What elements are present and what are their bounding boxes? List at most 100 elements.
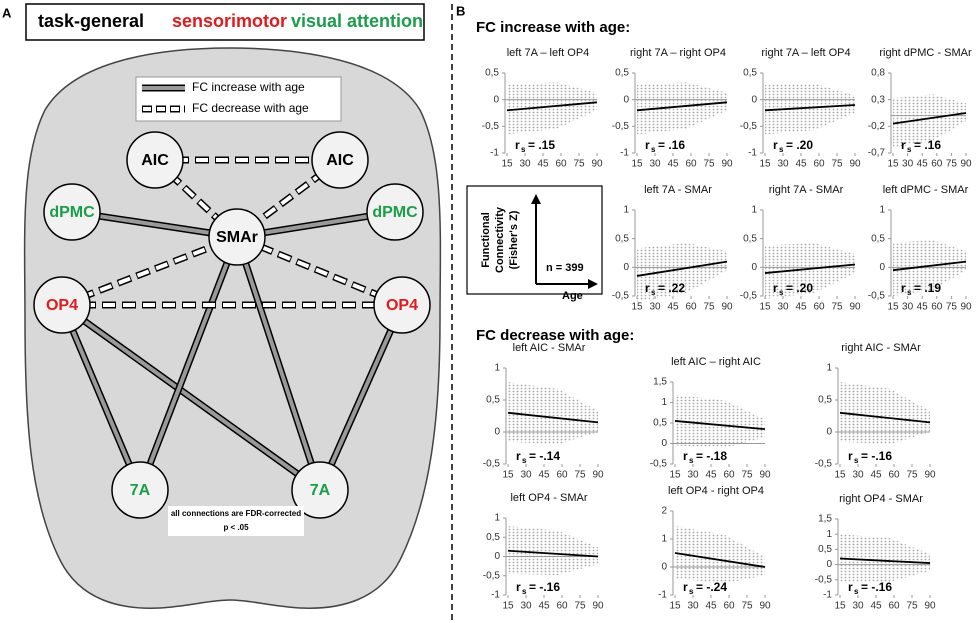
fit-line [892,112,967,125]
y-tick-label: 0 [751,94,757,105]
x-tick-label: 60 [723,470,735,481]
x-tick-label: 15 [501,159,513,170]
y-tick-label: 0,5 [743,233,757,244]
r-symbol: r [683,580,688,594]
y-tick-label: -0,5 [483,570,501,581]
y-tick-label: 1 [661,534,667,545]
r-value: = .19 [914,281,941,295]
r-subscript: s [651,145,656,154]
r-value: = .16 [658,138,685,152]
r-value: = -.16 [861,449,892,463]
x-tick-label: 15 [669,601,681,612]
edge-increase [60,303,322,492]
header-box [25,3,425,41]
y-tick-label: 0 [661,438,667,449]
x-tick-label: 75 [741,470,753,481]
r-symbol: r [901,281,906,295]
scatter-plot: right 7A – left OP4 0,5 0 -0,5 -115 30 45 60 75 9… [740,47,861,170]
plot-title: left AIC - SMAr [513,342,586,354]
node-label: AIC [326,152,354,169]
x-tick-label: 30 [519,159,531,170]
r-symbol: r [645,138,650,152]
node [126,131,184,189]
y-tick-label: 0,5 [615,233,629,244]
x-tick-label: 75 [946,159,958,170]
inset-y-label: (Fisher's Z) [508,210,520,269]
x-tick-label: 90 [591,159,603,170]
x-tick-label: 90 [960,159,972,170]
scatter-cloud [765,242,855,299]
x-tick-label: 75 [831,159,843,170]
y-tick-label: 0,5 [818,544,832,555]
x-tick-label: 60 [723,601,735,612]
header-sensorimotor: sensorimotor [172,11,287,31]
scatter-plot: left AIC – right AIC 1,5 1 0,5 0 -0,515 30 45 60… [650,356,771,481]
y-tick-label: -0,5 [740,121,758,132]
r-symbol: r [848,580,853,594]
scatter-cloud [893,94,966,148]
x-tick-label: 15 [834,601,846,612]
y-tick-label: 0,5 [743,68,757,79]
y-tick-label: 0 [826,559,832,570]
edge-decrease [61,235,238,307]
note: p < .05 [223,523,249,532]
fit-line [892,260,967,272]
x-tick-label: 75 [703,302,715,313]
r-subscript: s [689,587,694,596]
r-value: = .15 [528,138,555,152]
x-tick-label: 60 [556,470,568,481]
node-label: OP4 [386,297,418,314]
legend-text: FC decrease with age [192,101,309,115]
y-tick-label: 0,5 [818,395,832,406]
plot-title: left OP4 - SMAr [510,492,587,504]
plot-title: left 7A - SMAr [644,184,712,196]
y-tick-label: -0,5 [815,574,833,585]
scatter-plot: left AIC - SMAr 1 0,5 0 -0,515 30 45 60 75 90 r s = … [483,342,604,481]
scatter-cloud [893,240,966,296]
edge-increase [60,304,142,491]
plot-title: left 7A – left OP4 [507,47,590,59]
y-tick-label: -1 [491,590,500,601]
x-tick-label: 60 [556,601,568,612]
node [291,461,349,519]
edge-decrease [236,235,403,307]
x-tick-label: 15 [669,470,681,481]
r-symbol: r [848,449,853,463]
x-tick-label: 15 [631,302,643,313]
r-symbol: r [645,281,650,295]
x-tick-label: 90 [721,159,733,170]
edge-increase [138,236,239,491]
r-subscript: s [522,456,527,465]
scatter-plot: left 7A – left OP4 0,5 0 -0,5 -115 30 45 60 75 90… [482,47,603,170]
x-tick-label: 60 [931,159,943,170]
scatter-cloud [507,82,597,135]
header-general: task-general [38,11,144,31]
y-tick-label: -1 [620,148,629,159]
note-box [168,506,304,536]
x-tick-label: 45 [917,302,929,313]
y-tick-label: 1 [826,363,832,374]
scatter-cloud [637,242,727,302]
fit-line [507,411,599,424]
inset-y-label: Connectivity [494,206,506,273]
x-tick-label: 90 [759,601,771,612]
r-subscript: s [779,145,784,154]
panel-label: B [456,3,465,18]
y-tick-label: 0,5 [485,68,499,79]
r-value: = .22 [658,281,685,295]
x-tick-label: 45 [795,159,807,170]
x-tick-label: 30 [649,302,661,313]
y-tick-label: 0,3 [871,94,885,105]
x-tick-label: 15 [631,159,643,170]
r-symbol: r [516,580,521,594]
panel-b: B FC increase with age: FC decrease with… [456,3,972,611]
fit-line [674,420,766,431]
r-value: = .16 [914,138,941,152]
edge-increase [318,304,404,491]
y-tick-label: 0,5 [653,418,667,429]
x-tick-label: 60 [888,470,900,481]
y-tick-label: -0,5 [483,459,501,470]
r-symbol: r [901,138,906,152]
x-tick-label: 15 [887,159,899,170]
r-subscript: s [689,456,694,465]
